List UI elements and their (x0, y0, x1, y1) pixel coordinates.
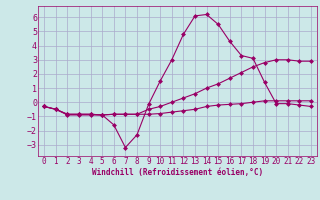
X-axis label: Windchill (Refroidissement éolien,°C): Windchill (Refroidissement éolien,°C) (92, 168, 263, 177)
